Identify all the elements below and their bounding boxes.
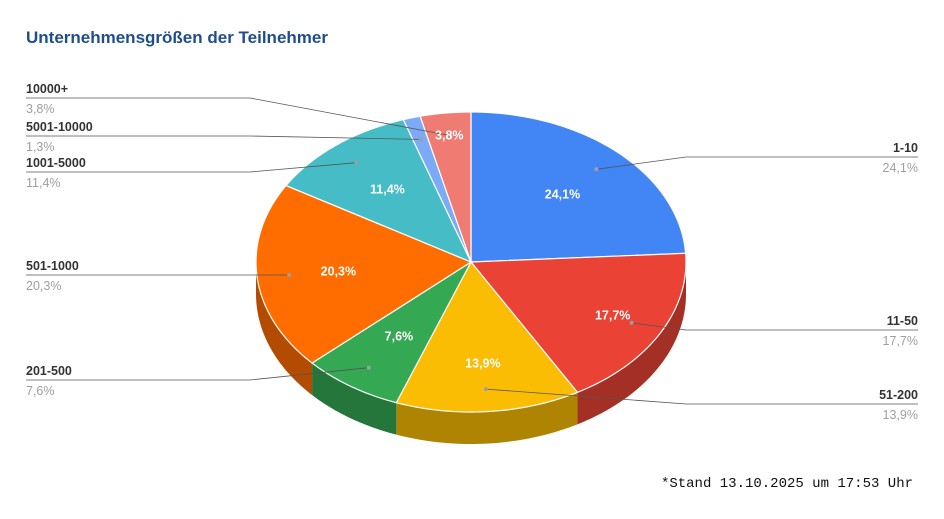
slice-value-51-200: 13,9%	[465, 357, 500, 371]
slice-value-11-50: 17,7%	[595, 309, 630, 323]
slice-value-1001-5000: 11,4%	[370, 183, 405, 197]
leader-line-201-500	[26, 367, 369, 381]
outer-label-5001-10000: 5001-10000	[26, 120, 93, 134]
leader-line-5001-10000	[26, 135, 421, 140]
outer-label-1001-5000: 1001-5000	[26, 156, 86, 170]
outer-label-11-50: 11-50	[887, 314, 918, 328]
pie-slice-10000+	[419, 111, 472, 263]
outer-value-1001-5000: 11,4%	[26, 176, 61, 190]
pie-sides	[256, 262, 686, 444]
pie-slices	[255, 111, 687, 413]
pie-side-11-50	[577, 262, 686, 425]
footnote: *Stand 13.10.2025 um 17:53 Uhr	[661, 476, 913, 492]
outer-value-11-50: 17,7%	[883, 334, 918, 348]
slice-value-501-1000: 20,3%	[321, 265, 356, 279]
leader-line-10000+	[26, 97, 450, 136]
leader-line-51-200	[485, 388, 918, 405]
outer-label-1-10: 1-10	[893, 141, 918, 155]
leader-dot-201-500	[366, 365, 371, 370]
slice-value-10000+: 3,8%	[435, 128, 464, 142]
leader-dot-1001-5000	[354, 160, 359, 165]
leader-dot-5001-10000	[418, 137, 423, 142]
leader-dot-11-50	[629, 320, 634, 325]
outer-label-51-200: 51-200	[879, 388, 918, 402]
leader-lines	[26, 97, 918, 405]
slice-labels: 1-10 24,1% 24,1% 11-50 17,7% 17,7% 51-200 13,9%…	[26, 82, 918, 422]
pie-slice-1001-5000	[285, 118, 473, 264]
pie-side-201-500	[312, 363, 397, 435]
pie-slice-201-500	[311, 260, 473, 404]
leader-dot-51-200	[483, 387, 488, 392]
leader-dot-10000+	[447, 133, 452, 138]
outer-label-501-1000: 501-1000	[26, 259, 79, 273]
outer-value-1-10: 24,1%	[883, 161, 918, 175]
leader-dot-1-10	[594, 167, 599, 172]
outer-label-201-500: 201-500	[26, 364, 72, 378]
leader-line-1001-5000	[26, 162, 357, 173]
pie-side-51-200	[396, 392, 578, 444]
leader-dot-501-1000	[287, 273, 292, 277]
outer-value-10000+: 3,8%	[26, 102, 55, 116]
outer-value-5001-10000: 1,3%	[26, 140, 55, 154]
chart-title: Unternehmensgrößen der Teilnehmer	[26, 28, 328, 47]
slice-value-201-500: 7,6%	[385, 330, 414, 344]
pie-slice-1-10	[470, 111, 687, 263]
outer-value-51-200: 13,9%	[883, 408, 918, 422]
leader-line-1-10	[596, 156, 918, 170]
slice-value-1-10: 24,1%	[545, 187, 580, 201]
outer-value-501-1000: 20,3%	[26, 279, 61, 293]
pie-slice-51-200	[395, 260, 579, 413]
outer-label-10000+: 10000+	[26, 82, 68, 96]
outer-value-201-500: 7,6%	[26, 384, 55, 398]
pie-slice-5001-10000	[402, 115, 472, 263]
leader-line-11-50	[631, 322, 918, 331]
pie-side-501-1000	[256, 262, 313, 396]
pie-slice-501-1000	[255, 184, 473, 364]
pie-slice-11-50	[469, 252, 687, 394]
